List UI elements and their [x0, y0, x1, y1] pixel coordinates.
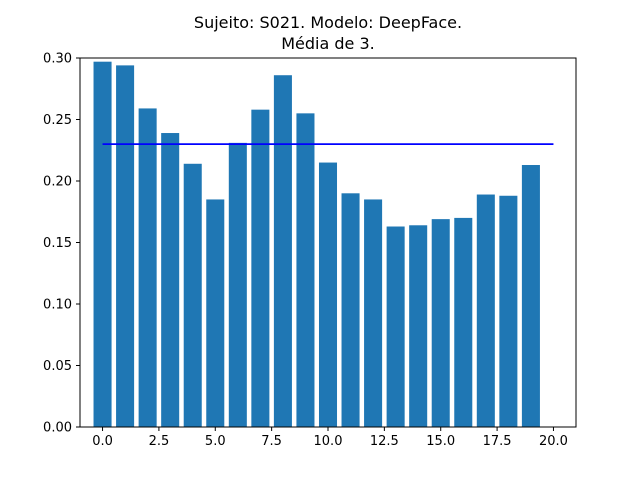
- y-tick-label: 0.00: [43, 421, 72, 436]
- bar: [521, 165, 540, 427]
- bar: [138, 108, 157, 428]
- bar: [364, 199, 383, 427]
- bar: [499, 195, 518, 427]
- bar: [296, 113, 315, 427]
- bar: [273, 75, 292, 427]
- x-tick-label: 5.0: [205, 434, 226, 449]
- y-tick-label: 0.30: [43, 52, 72, 67]
- bar: [161, 133, 180, 427]
- bar: [318, 162, 338, 428]
- bar: [454, 217, 473, 427]
- bar: [183, 163, 202, 427]
- bar: [341, 193, 360, 427]
- bars-group: [93, 61, 540, 428]
- bar: [228, 142, 247, 427]
- x-tick-label: 7.5: [261, 434, 282, 449]
- axes-group: 0.0 2.5 5.0 7.5 10.0 12.5 15.0 17.5 20.0 0.00 0.05…: [43, 52, 577, 449]
- bar: [431, 219, 450, 427]
- x-tick-label: 20.0: [539, 434, 568, 449]
- bar: [476, 194, 495, 427]
- x-tick-label: 12.5: [370, 434, 399, 449]
- bar: [386, 226, 405, 427]
- y-tick-label: 0.25: [43, 113, 72, 128]
- x-tick-label: 15.0: [426, 434, 455, 449]
- y-tick-label: 0.10: [43, 298, 72, 313]
- x-tick-label: 0.0: [92, 434, 113, 449]
- x-tick-label: 17.5: [483, 434, 512, 449]
- y-tick-label: 0.05: [43, 359, 72, 374]
- bar: [206, 199, 225, 427]
- bar: [251, 109, 270, 427]
- y-tick-label: 0.15: [43, 236, 72, 251]
- chart-title-line1: Sujeito: S021. Modelo: DeepFace.: [194, 13, 462, 32]
- x-tick-label: 10.0: [314, 434, 343, 449]
- chart-title-line2: Média de 3.: [281, 34, 375, 53]
- bar: [116, 65, 135, 427]
- bar: [409, 225, 428, 427]
- bar: [93, 61, 112, 427]
- y-tick-label: 0.20: [43, 175, 72, 190]
- x-tick-label: 2.5: [149, 434, 170, 449]
